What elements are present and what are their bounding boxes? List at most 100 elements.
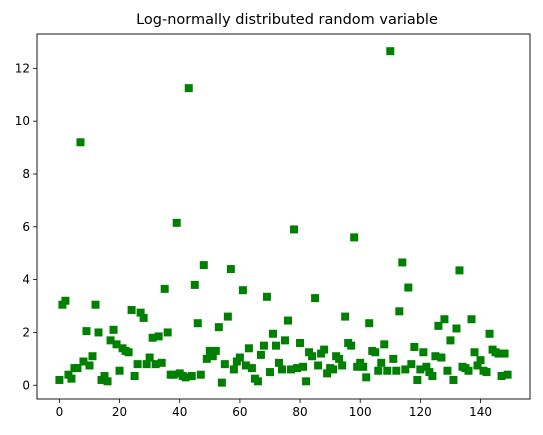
chart-title: Log-normally distributed random variable xyxy=(136,12,438,28)
data-point xyxy=(157,358,166,367)
data-point xyxy=(464,366,473,375)
data-point xyxy=(67,374,76,383)
data-point xyxy=(94,328,103,337)
data-point xyxy=(371,348,380,357)
data-point xyxy=(374,366,383,375)
y-tick-label: 4 xyxy=(22,273,30,287)
data-point xyxy=(473,361,482,370)
data-point xyxy=(482,368,491,377)
data-point xyxy=(145,353,154,362)
data-point xyxy=(217,378,226,387)
data-point xyxy=(389,354,398,363)
data-point xyxy=(259,341,268,350)
data-point xyxy=(404,283,413,292)
data-point xyxy=(148,333,157,342)
x-tick-label: 60 xyxy=(232,405,247,419)
data-point xyxy=(290,225,299,234)
data-point xyxy=(169,370,178,379)
data-point xyxy=(302,377,311,386)
data-points xyxy=(55,47,512,387)
data-point xyxy=(199,261,208,270)
data-point xyxy=(91,300,100,309)
data-point xyxy=(160,284,169,293)
data-point xyxy=(470,348,479,357)
data-point xyxy=(455,266,464,275)
y-tick-label: 2 xyxy=(22,325,30,339)
data-point xyxy=(416,365,425,374)
data-point xyxy=(485,329,494,338)
data-point xyxy=(106,336,115,345)
data-point xyxy=(383,366,392,375)
x-tick-label: 0 xyxy=(56,405,64,419)
data-point xyxy=(151,360,160,369)
data-point xyxy=(235,353,244,362)
data-point xyxy=(154,332,163,341)
data-point xyxy=(452,324,461,333)
data-point xyxy=(422,362,431,371)
data-point xyxy=(413,375,422,384)
data-point xyxy=(190,280,199,289)
data-point xyxy=(407,360,416,369)
data-point xyxy=(437,353,446,362)
data-point xyxy=(365,319,374,328)
data-point xyxy=(253,377,262,386)
data-point xyxy=(214,323,223,332)
data-point xyxy=(112,340,121,349)
data-point xyxy=(314,361,323,370)
data-point xyxy=(320,345,329,354)
data-point xyxy=(247,364,256,373)
data-point xyxy=(287,365,296,374)
data-point xyxy=(350,233,359,242)
data-point xyxy=(296,339,305,348)
x-tick-label: 40 xyxy=(172,405,187,419)
data-point xyxy=(380,340,389,349)
data-point xyxy=(476,356,485,365)
data-point xyxy=(136,308,145,317)
data-point xyxy=(449,375,458,384)
data-point xyxy=(293,364,302,373)
x-tick-label: 100 xyxy=(349,405,372,419)
data-point xyxy=(265,368,274,377)
data-point xyxy=(223,312,232,321)
data-point xyxy=(184,84,193,93)
data-point xyxy=(244,344,253,353)
x-tick-label: 80 xyxy=(292,405,307,419)
data-point xyxy=(419,348,428,357)
data-point xyxy=(274,358,283,367)
data-point xyxy=(73,364,82,373)
data-point xyxy=(398,258,407,267)
y-tick-label: 12 xyxy=(15,61,30,75)
data-point xyxy=(271,341,280,350)
x-tick-label: 20 xyxy=(112,405,127,419)
data-point xyxy=(103,377,112,386)
data-point xyxy=(61,296,70,305)
x-tick-label: 120 xyxy=(409,405,432,419)
data-point xyxy=(311,294,320,303)
data-point xyxy=(163,328,172,337)
data-point xyxy=(277,365,286,374)
data-point xyxy=(347,341,356,350)
data-point xyxy=(238,286,247,295)
data-point xyxy=(139,313,148,322)
data-point xyxy=(338,361,347,370)
data-point xyxy=(115,366,124,375)
data-point xyxy=(130,372,139,381)
data-point xyxy=(440,315,449,324)
data-point xyxy=(196,370,205,379)
data-point xyxy=(497,372,506,381)
data-point xyxy=(410,342,419,351)
data-point xyxy=(211,346,220,355)
data-point xyxy=(268,329,277,338)
data-point xyxy=(208,352,217,361)
data-point xyxy=(308,352,317,361)
data-point xyxy=(262,292,271,301)
data-point xyxy=(467,315,476,324)
data-point xyxy=(323,369,332,378)
data-point xyxy=(256,350,265,359)
data-point xyxy=(503,370,512,379)
data-point xyxy=(395,307,404,316)
data-point xyxy=(55,375,64,384)
data-point xyxy=(187,372,196,381)
data-point xyxy=(434,321,443,330)
